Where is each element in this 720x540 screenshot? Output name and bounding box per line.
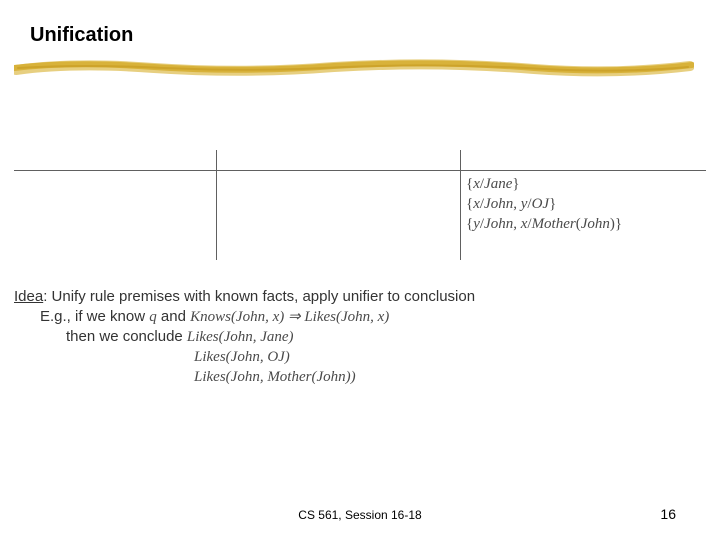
subst-var: y xyxy=(521,196,528,212)
formula-knows-likes: Knows(John, x) ⇒ Likes(John, x) xyxy=(190,309,389,325)
page-title: Unification xyxy=(30,24,133,47)
subst-arg: John xyxy=(581,216,610,232)
formula-likes-jane: Likes(John, Jane) xyxy=(187,329,294,345)
table-hline xyxy=(14,170,706,171)
table-vline-2 xyxy=(460,150,461,260)
table-row: {y/John, x/Mother(John)} xyxy=(466,216,622,233)
subst-val: John xyxy=(484,216,513,232)
idea-label: Idea xyxy=(14,288,43,305)
subst-var: x xyxy=(473,176,480,192)
body-line-3a: then we conclude xyxy=(40,328,187,345)
table-vline-1 xyxy=(216,150,217,260)
subst-val: OJ xyxy=(532,196,550,212)
body-line-4: Likes(John, OJ) xyxy=(14,348,714,366)
subst-val: John xyxy=(484,196,513,212)
formula-likes-oj: Likes(John, OJ) xyxy=(194,349,290,365)
body-line-1: Idea: Unify rule premises with known fac… xyxy=(14,288,714,305)
body-line-3: then we conclude Likes(John, Jane) xyxy=(14,328,714,346)
subst-var: y xyxy=(473,216,480,232)
body-text: Idea: Unify rule premises with known fac… xyxy=(14,288,714,388)
title-underline xyxy=(14,58,694,80)
body-line-2: E.g., if we know q and Knows(John, x) ⇒ … xyxy=(14,307,714,326)
var-q: q xyxy=(149,309,157,325)
body-line-5: Likes(John, Mother(John)) xyxy=(14,368,714,386)
subst-var: x xyxy=(473,196,480,212)
footer-text: CS 561, Session 16-18 xyxy=(0,508,720,522)
table-row: {x/Jane} xyxy=(466,176,520,193)
page-number: 16 xyxy=(660,506,676,522)
subst-val: Jane xyxy=(484,176,512,192)
table-row: {x/John, y/OJ} xyxy=(466,196,556,213)
body-line-2a: E.g., if we know xyxy=(40,308,149,325)
formula-likes-mother: Likes(John, Mother(John)) xyxy=(194,369,356,385)
subst-val: Mother xyxy=(532,216,576,232)
brush-underline-svg xyxy=(14,58,694,80)
body-line-1-rest: : Unify rule premises with known facts, … xyxy=(43,288,475,305)
subst-var: x xyxy=(521,216,528,232)
unifier-table: {x/Jane} {x/John, y/OJ} {y/John, x/Mothe… xyxy=(14,170,706,280)
body-line-2b: and xyxy=(157,308,190,325)
slide-root: Unification {x/Jane} {x/John, y/OJ} {y/J… xyxy=(0,0,720,540)
